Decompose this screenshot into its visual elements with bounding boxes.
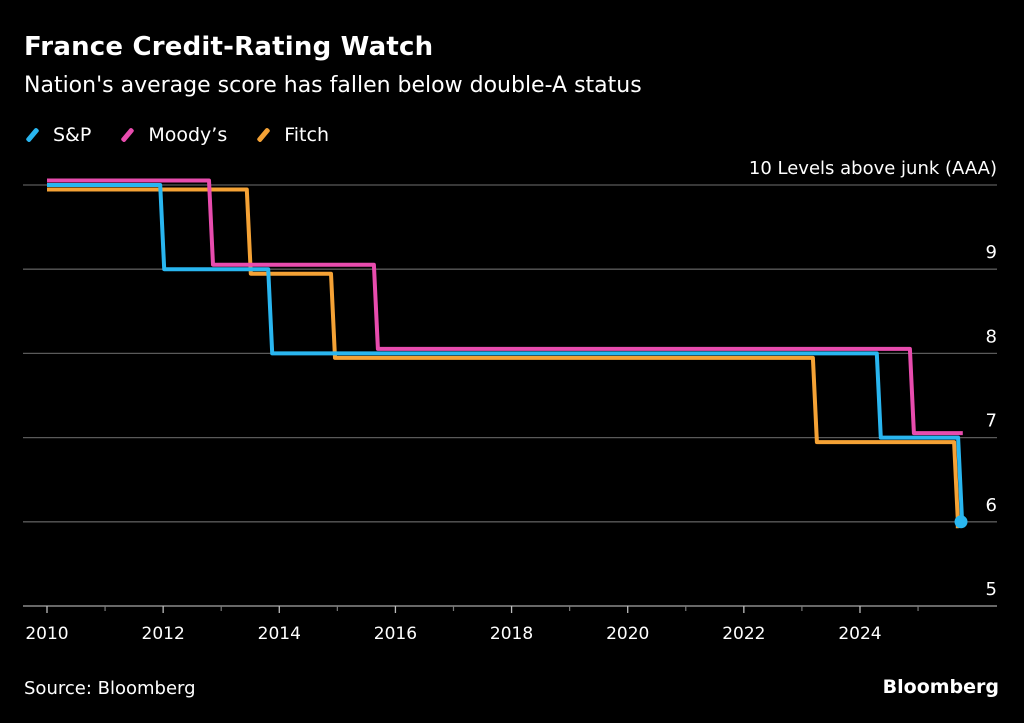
- chart-title: France Credit-Rating Watch: [24, 32, 434, 62]
- x-tick-label-2020: 2020: [606, 624, 649, 644]
- legend-item-sp: S&P: [24, 124, 91, 146]
- x-tick-label-2014: 2014: [258, 624, 301, 644]
- x-tick-label-2022: 2022: [722, 624, 765, 644]
- y-tick-label-7: 7: [986, 411, 997, 432]
- chart-subtitle: Nation's average score has fallen below …: [24, 73, 642, 98]
- x-tick-label-2024: 2024: [838, 624, 881, 644]
- legend-item-fitch: Fitch: [255, 124, 329, 146]
- legend: S&P Moody’s Fitch: [24, 124, 357, 146]
- x-tick-label-2010: 2010: [25, 624, 68, 644]
- legend-item-moodys: Moody’s: [119, 124, 227, 146]
- y-tick-label-6: 6: [986, 495, 997, 516]
- gridlines: [23, 184, 997, 607]
- series-end-marker-sp: [954, 515, 968, 529]
- series-line-sp: [47, 183, 965, 524]
- source-note: Source: Bloomberg: [24, 678, 196, 699]
- x-tick-label-2018: 2018: [490, 624, 533, 644]
- y-tick-label-9: 9: [986, 242, 997, 263]
- series-line-fitch: [47, 187, 961, 529]
- y-tick-label-10: 10 Levels above junk (AAA): [749, 158, 997, 179]
- legend-label-moodys: Moody’s: [148, 124, 228, 146]
- y-tick-label-8: 8: [986, 326, 997, 347]
- x-axis: 2010 2012 2014 2016 2018 2020 2022 2024: [25, 606, 919, 644]
- y-axis-labels: 10 Levels above junk (AAA) 9 8 7 6 5: [749, 158, 997, 600]
- x-tick-label-2016: 2016: [374, 624, 417, 644]
- y-tick-label-5: 5: [986, 579, 997, 600]
- series-line-moodys: [47, 178, 963, 436]
- x-tick-label-2012: 2012: [142, 624, 185, 644]
- legend-label-fitch: Fitch: [284, 124, 329, 146]
- bloomberg-logo: Bloomberg: [882, 676, 999, 698]
- series-lines: [47, 178, 968, 529]
- legend-label-sp: S&P: [53, 124, 92, 146]
